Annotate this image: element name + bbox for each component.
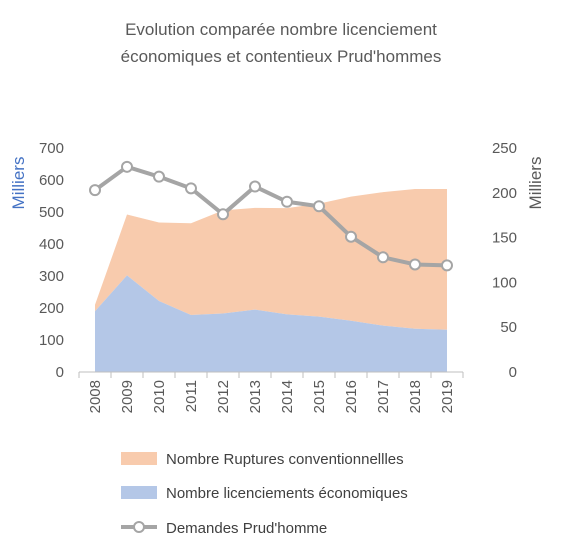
- y-right-tick-label: 100: [492, 274, 517, 291]
- y-right-tick-label: 250: [492, 140, 517, 157]
- point-prudhomme-2011: [185, 182, 197, 195]
- y-left-tick-label: 500: [39, 204, 64, 221]
- x-tick-label: 2018: [407, 380, 424, 413]
- point-prudhomme-2018: [409, 258, 421, 271]
- y-right-tick-label: 0: [509, 364, 517, 381]
- y-left-tick-label: 0: [56, 364, 64, 381]
- point-prudhomme-2012: [217, 208, 229, 221]
- x-tick-label: 2011: [183, 380, 200, 412]
- legend-swatch-marker: [133, 521, 145, 533]
- legend: Nombre Ruptures conventionnellles Nombre…: [121, 451, 408, 537]
- y-right-ticks: 0 50 100 150 200 250: [492, 140, 517, 381]
- y-left-tick-label: 700: [39, 140, 64, 157]
- chart-title-line-2: économiques et contentieux Prud'hommes: [121, 47, 442, 66]
- area-ruptures: [95, 188, 447, 330]
- point-prudhomme-2009: [121, 160, 133, 173]
- x-tick-label: 2015: [311, 380, 328, 413]
- legend-label-prudhomme: Demandes Prud'homme: [166, 520, 327, 537]
- point-prudhomme-2010: [153, 170, 165, 183]
- x-tick-label: 2017: [375, 380, 392, 413]
- x-tick-label: 2014: [279, 380, 296, 413]
- x-ticks: 2008 2009 2010 2011 2012 2013 2014 2015 2016 2017…: [87, 380, 456, 413]
- y-left-tick-label: 400: [39, 236, 64, 253]
- x-tick-label: 2012: [215, 380, 232, 413]
- y-right-tick-label: 200: [492, 185, 517, 202]
- y-right-tick-label: 50: [500, 319, 517, 336]
- x-tick-label: 2019: [439, 380, 456, 413]
- legend-swatch-ruptures: [121, 452, 157, 465]
- x-tick-label: 2008: [87, 380, 104, 413]
- y-left-axis-label: Milliers: [9, 157, 28, 210]
- x-tick-label: 2013: [247, 380, 264, 413]
- x-tick-label: 2016: [343, 380, 360, 413]
- point-prudhomme-2008: [89, 184, 101, 197]
- chart-title-line-1: Evolution comparée nombre licenciement: [125, 20, 437, 39]
- legend-label-licenciements: Nombre licenciements économiques: [166, 485, 408, 502]
- y-left-tick-label: 100: [39, 332, 64, 349]
- point-prudhomme-2015: [313, 200, 325, 213]
- y-left-tick-label: 600: [39, 172, 64, 189]
- point-prudhomme-2016: [345, 230, 357, 243]
- point-prudhomme-2017: [377, 251, 389, 264]
- y-left-ticks: 0 100 200 300 400 500 600 700: [39, 140, 64, 381]
- point-prudhomme-2013: [249, 180, 261, 193]
- plot-area: [78, 160, 464, 378]
- point-prudhomme-2019: [441, 259, 453, 272]
- point-prudhomme-2014: [281, 195, 293, 208]
- x-tick-label: 2010: [151, 380, 168, 413]
- y-left-tick-label: 200: [39, 300, 64, 317]
- y-right-tick-label: 150: [492, 230, 517, 247]
- legend-label-ruptures: Nombre Ruptures conventionnellles: [166, 451, 404, 468]
- x-tick-label: 2009: [119, 380, 136, 413]
- legend-swatch-licenciements: [121, 486, 157, 499]
- y-right-axis-label: Milliers: [526, 157, 545, 210]
- area-licenciements: [95, 275, 447, 372]
- y-left-tick-label: 300: [39, 268, 64, 285]
